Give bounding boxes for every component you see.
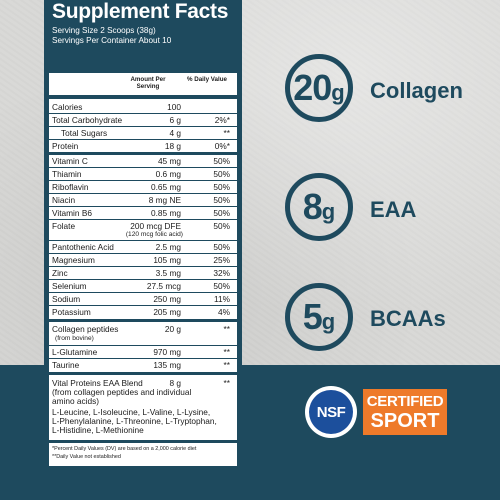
certified-text: CERTIFIED: [366, 393, 444, 410]
footnote-dv: *Percent Daily Values (DV) are based on …: [52, 446, 197, 452]
nsf-text: NSF: [309, 390, 353, 434]
bcaas-label: BCAAs: [370, 306, 446, 331]
servings-per-container: Servings Per Container About 10: [52, 36, 172, 45]
thick-rule: [49, 95, 237, 99]
sport-text: SPORT: [370, 410, 440, 432]
nsf-certified-sport-logo: NSF CERTIFIED SPORT: [305, 386, 455, 438]
footnote-not-established: **Daily Value not established: [52, 454, 121, 460]
serving-size: Serving Size 2 Scoops (38g): [52, 26, 156, 35]
header-dv: % Daily Value: [187, 76, 227, 83]
facts-title: Supplement Facts: [52, 0, 229, 23]
supplement-facts-panel: Supplement Facts Serving Size 2 Scoops (…: [44, 0, 242, 470]
eaa-label: EAA: [370, 197, 417, 222]
facts-table: Amount Per Serving % Daily Value Calorie…: [49, 73, 237, 466]
collagen-label: Collagen: [370, 78, 463, 103]
certified-sport-box: CERTIFIED SPORT: [363, 389, 447, 435]
collagen-badge: 20 g: [285, 54, 353, 122]
header-amount: Amount Per Serving: [130, 76, 166, 90]
nsf-seal-icon: NSF: [305, 386, 357, 438]
